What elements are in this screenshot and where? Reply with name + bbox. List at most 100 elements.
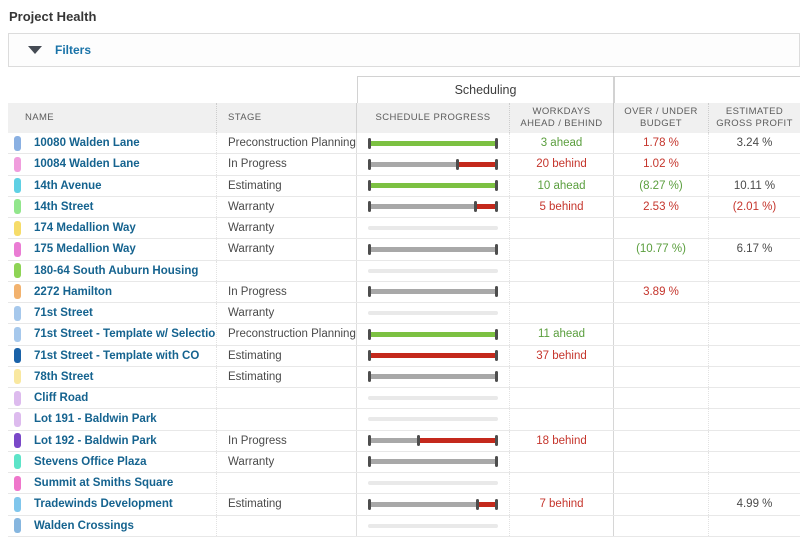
progress-bar: [368, 435, 498, 447]
project-name-link[interactable]: Stevens Office Plaza: [34, 455, 147, 468]
gross-profit-cell: [709, 409, 800, 429]
stage-cell: Warranty: [217, 196, 357, 217]
progress-bar-segment: [476, 204, 495, 210]
project-name-link[interactable]: Summit at Smiths Square: [34, 477, 174, 490]
project-health-table: Scheduling NAME STAGE SCHEDULE PROGRESS …: [8, 76, 800, 537]
project-name-link[interactable]: 71st Street: [34, 307, 93, 320]
project-name-link[interactable]: 174 Medallion Way: [34, 222, 136, 235]
column-header-workdays[interactable]: WORKDAYS AHEAD / BEHIND: [510, 103, 614, 133]
name-cell: Lot 191 - Baldwin Park: [8, 409, 217, 430]
workdays-cell: [510, 515, 614, 536]
group-header-row: Scheduling: [8, 76, 800, 103]
workdays-cell: [510, 388, 614, 409]
project-name-link[interactable]: 71st Street - Template w/ Selections: [34, 328, 217, 341]
gross-profit-cell: 10.11 %: [733, 179, 776, 192]
progress-bar-segment: [371, 501, 477, 507]
schedule-progress-cell: [357, 218, 510, 239]
group-header-spacer: [8, 76, 357, 103]
progress-bar-cap: [495, 137, 498, 149]
schedule-progress-cell: [357, 366, 510, 387]
table-row: Summit at Smiths Square: [8, 473, 800, 495]
table-row: 2272 Hamilton In Progress 3.89 %: [8, 281, 800, 303]
budget-cell: (10.77 %): [614, 239, 709, 260]
project-name-link[interactable]: 180-64 South Auburn Housing: [34, 264, 199, 277]
stage-cell: Estimating: [217, 345, 357, 366]
progress-bar-cap: [368, 286, 371, 298]
progress-bar-segment: [419, 438, 495, 444]
progress-bar-cap: [495, 243, 498, 255]
progress-bar-cap: [368, 435, 371, 447]
schedule-progress-cell: [357, 154, 510, 175]
filters-label: Filters: [55, 43, 92, 57]
schedule-progress-cell: [357, 494, 510, 515]
gross-profit-cell: (2.01 %): [732, 200, 777, 213]
column-header-name[interactable]: NAME: [8, 103, 217, 133]
gross-profit-cell: [709, 346, 800, 366]
table-row: Tradewinds Development Estimating 7 behind…: [8, 494, 800, 516]
workdays-cell: [510, 473, 614, 494]
progress-bar-empty: [368, 417, 498, 422]
progress-bar-segment: [371, 204, 474, 210]
project-name-link[interactable]: Lot 191 - Baldwin Park: [34, 413, 157, 426]
filters-toggle[interactable]: Filters: [8, 33, 800, 67]
schedule-progress-cell: [357, 260, 510, 281]
group-header-scheduling: Scheduling: [357, 76, 614, 103]
table-row: 180-64 South Auburn Housing: [8, 260, 800, 282]
budget-cell: [614, 451, 709, 472]
name-cell: Lot 192 - Baldwin Park: [8, 430, 217, 451]
workdays-cell: 11 ahead: [510, 324, 614, 345]
gross-profit-cell: [709, 431, 800, 451]
project-name-link[interactable]: 14th Avenue: [34, 179, 102, 192]
project-color-chip: [14, 178, 21, 194]
progress-bar-cap: [368, 350, 371, 362]
workdays-cell: [510, 303, 614, 324]
name-cell: 71st Street - Template with CO: [8, 345, 217, 366]
project-color-chip: [14, 348, 21, 364]
project-name-link[interactable]: 2272 Hamilton: [34, 285, 112, 298]
name-cell: Tradewinds Development: [8, 494, 217, 515]
project-color-chip: [14, 156, 21, 172]
column-header-stage[interactable]: STAGE: [217, 103, 357, 133]
project-name-link[interactable]: 14th Street: [34, 200, 94, 213]
workdays-cell: 7 behind: [510, 494, 614, 515]
stage-cell: [217, 260, 357, 281]
budget-cell: [614, 494, 709, 515]
name-cell: Cliff Road: [8, 388, 217, 409]
project-color-chip: [14, 135, 21, 151]
workdays-cell: [510, 409, 614, 430]
column-header-gross-profit[interactable]: ESTIMATED GROSS PROFIT: [716, 106, 793, 129]
page-title: Project Health: [9, 9, 97, 24]
column-header-budget[interactable]: OVER / UNDER BUDGET: [614, 103, 709, 133]
project-name-link[interactable]: Tradewinds Development: [34, 498, 173, 511]
progress-bar-cap: [368, 456, 371, 468]
stage-cell: Warranty: [217, 218, 357, 239]
project-color-chip: [14, 475, 21, 491]
column-header-schedule-progress[interactable]: SCHEDULE PROGRESS: [357, 103, 510, 133]
budget-cell: 3.89 %: [614, 281, 709, 302]
stage-cell: Preconstruction Planning: [217, 133, 357, 154]
project-name-link[interactable]: 175 Medallion Way: [34, 243, 136, 256]
progress-bar-segment: [458, 161, 495, 167]
project-name-link[interactable]: Walden Crossings: [34, 519, 134, 532]
project-name-link[interactable]: 71st Street - Template with CO: [34, 349, 200, 362]
table-body: 10080 Walden Lane Preconstruction Plannin…: [8, 133, 800, 537]
project-name-link[interactable]: 78th Street: [34, 370, 94, 383]
workdays-cell: [510, 260, 614, 281]
progress-bar-cap: [476, 498, 480, 510]
progress-bar-cap: [455, 158, 459, 170]
budget-cell: [614, 218, 709, 239]
project-name-link[interactable]: Lot 192 - Baldwin Park: [34, 434, 157, 447]
project-color-chip: [14, 263, 21, 279]
table-row: 71st Street - Template w/ Selections Prec…: [8, 324, 800, 346]
schedule-progress-cell: [357, 281, 510, 302]
budget-cell: 2.53 %: [614, 196, 709, 217]
project-name-link[interactable]: Cliff Road: [34, 392, 89, 405]
budget-cell: [614, 473, 709, 494]
schedule-progress-cell: [357, 196, 510, 217]
project-name-link[interactable]: 10084 Walden Lane: [34, 158, 140, 171]
project-name-link[interactable]: 10080 Walden Lane: [34, 137, 140, 150]
workdays-cell: [510, 218, 614, 239]
progress-bar-cap: [473, 201, 477, 213]
progress-bar-empty: [368, 523, 498, 528]
name-cell: 71st Street: [8, 303, 217, 324]
